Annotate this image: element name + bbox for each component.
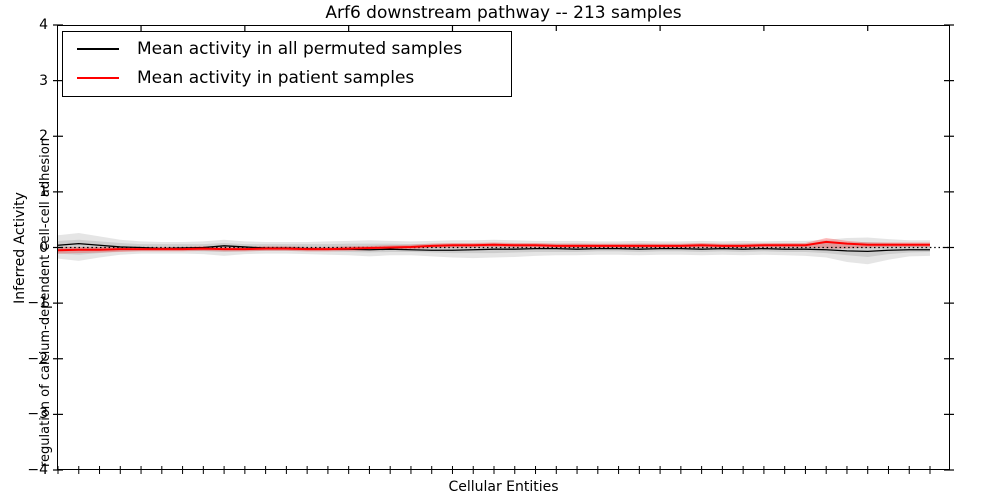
- x-axis-label: Cellular Entities: [448, 479, 559, 495]
- permuted-line-swatch: [77, 48, 119, 50]
- legend-entry-patient: Mean activity in patient samples: [77, 66, 414, 90]
- chart-title: Arf6 downstream pathway -- 213 samples: [325, 3, 682, 23]
- y-tick-label: −4: [27, 462, 48, 478]
- patient-mean-line: [57, 240, 930, 252]
- y-tick-label: −2: [27, 350, 48, 367]
- legend-label-patient: Mean activity in patient samples: [137, 68, 415, 88]
- legend-entry-permuted: Mean activity in all permuted samples: [77, 37, 462, 61]
- patient-band: [58, 238, 930, 254]
- y-tick-label: 0: [39, 239, 48, 256]
- y-tick-label: 3: [39, 72, 48, 89]
- permuted-mean-line: [57, 242, 930, 253]
- patient-line-swatch: [77, 77, 119, 79]
- y-tick-label: 4: [39, 17, 48, 33]
- y-tick-label: −1: [27, 295, 48, 312]
- y-tick-label: 1: [39, 183, 48, 200]
- y-tick-label: 2: [39, 128, 48, 145]
- y-tick-label: −3: [27, 406, 48, 423]
- legend-label-permuted: Mean activity in all permuted samples: [137, 39, 463, 59]
- permuted-band-inner: [58, 239, 930, 257]
- legend: Mean activity in all permuted samples Me…: [62, 31, 512, 97]
